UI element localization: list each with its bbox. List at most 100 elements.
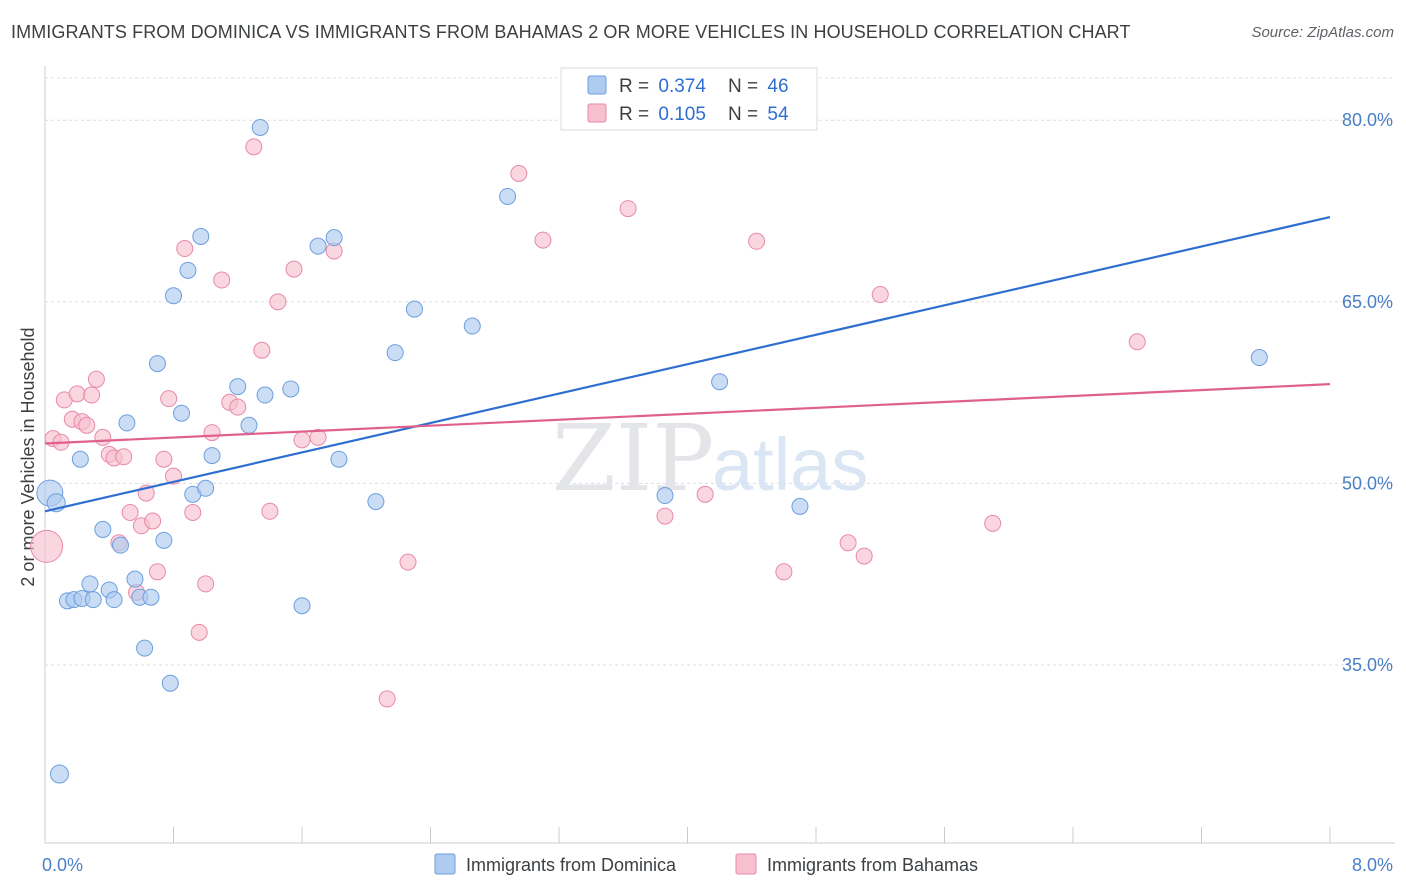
bottom-legend-label-dominica: Immigrants from Dominica [466,855,677,875]
dominica-point [1250,349,1268,367]
bahamas-point [253,341,271,359]
y-tick-label: 50.0% [1342,473,1393,493]
y-tick-label: 35.0% [1342,655,1393,675]
bahamas-point [176,240,194,258]
dominica-point [240,416,258,434]
legend-row-bahamas-n: N = 54 [728,104,789,125]
chart-title: IMMIGRANTS FROM DOMINICA VS IMMIGRANTS F… [11,22,1131,42]
dominica-point [142,588,160,606]
bahamas-point [984,514,1002,532]
dominica-point [118,414,136,432]
bahamas-point [656,507,674,525]
bahamas-point [775,563,793,581]
dominica-point [711,373,729,391]
bahamas-point [293,431,311,449]
bahamas-point [115,448,133,466]
dominica-point [84,591,102,609]
y-tick-label: 65.0% [1342,292,1393,312]
series-bahamas-points [30,138,1146,708]
bahamas-point [144,512,162,530]
dominica-point [148,355,166,373]
dominica-point [330,450,348,468]
dominica-point [111,536,129,554]
dominica-point [367,493,385,511]
bahamas-point [245,138,263,156]
dominica-point [656,487,674,505]
x-tick-labels: 0.0% 8.0% [42,855,1393,875]
dominica-point [94,520,112,538]
trend-lines [44,216,1331,513]
bahamas-point [619,200,637,218]
dominica-point [49,764,69,784]
bahamas-point [78,416,96,434]
bahamas-point [696,485,714,503]
bahamas-point [197,575,215,593]
dominica-trend-line [44,216,1331,513]
dominica-point [136,639,154,657]
bahamas-point [748,232,766,250]
bahamas-point [309,428,327,446]
legend-n-label: N = [728,76,763,97]
watermark-atlas: atlas [712,423,868,506]
bahamas-point [510,164,528,182]
dominica-point [282,380,300,398]
dominica-point [256,386,274,404]
legend-swatch-bahamas [587,103,607,123]
bahamas-point [184,503,202,521]
bahamas-trend-line [44,383,1331,445]
dominica-point [405,300,423,318]
bahamas-point [534,231,552,249]
legend-n-value: 46 [767,76,788,97]
bahamas-point [839,534,857,552]
dominica-point [161,674,179,692]
legend-swatch-dominica [587,75,607,95]
dominica-point [71,450,89,468]
dominica-point [386,344,404,362]
bahamas-point [229,398,247,416]
dominica-point [293,597,311,615]
legend-r-value: 0.105 [658,104,706,125]
axes [44,66,1395,844]
dominica-point [197,479,215,497]
bahamas-point [155,450,173,468]
bahamas-point [160,390,178,408]
legend-n-value: 54 [767,104,789,125]
legend-row-dominica-n: N = 46 [728,76,789,97]
y-axis-title: 2 or more Vehicles in Household [18,327,38,586]
dominica-point [81,575,99,593]
bahamas-point [94,428,112,446]
bahamas-point [148,563,166,581]
dominica-point [463,317,481,335]
dominica-point [179,261,197,279]
dominica-point [173,404,191,422]
bottom-legend-swatch-dominica [434,853,456,875]
bahamas-point [261,502,279,520]
legend-row-bahamas: R = 0.105 [619,104,706,125]
dominica-point [192,227,210,245]
y-tick-label: 80.0% [1342,110,1393,130]
top-legend: R = 0.374 N = 46 R = 0.105 N = 54 [560,67,818,131]
bahamas-point [30,529,64,563]
gridlines [45,77,1395,666]
bottom-legend-swatch-bahamas [735,853,757,875]
dominica-point [105,591,123,609]
bahamas-point [399,553,417,571]
dominica-point [325,229,343,247]
legend-r-label: R = [619,104,654,125]
bahamas-point [871,286,889,304]
bahamas-point [190,623,208,641]
bahamas-point [285,260,303,278]
watermark: ZIP atlas [552,405,868,512]
dominica-point [251,118,269,136]
bahamas-point [213,271,231,289]
legend-n-label: N = [728,104,763,125]
dominica-point [203,447,221,465]
watermark-zip: ZIP [552,405,714,512]
legend-row-dominica: R = 0.374 [619,76,706,97]
x-tick-label: 8.0% [1352,855,1393,875]
y-tick-labels: 80.0% 65.0% 50.0% 35.0% [1342,110,1393,675]
source-credit: Source: ZipAtlas.com [1251,24,1394,41]
bahamas-point [269,293,287,311]
bottom-legend: Immigrants from Dominica Immigrants from… [434,853,978,875]
